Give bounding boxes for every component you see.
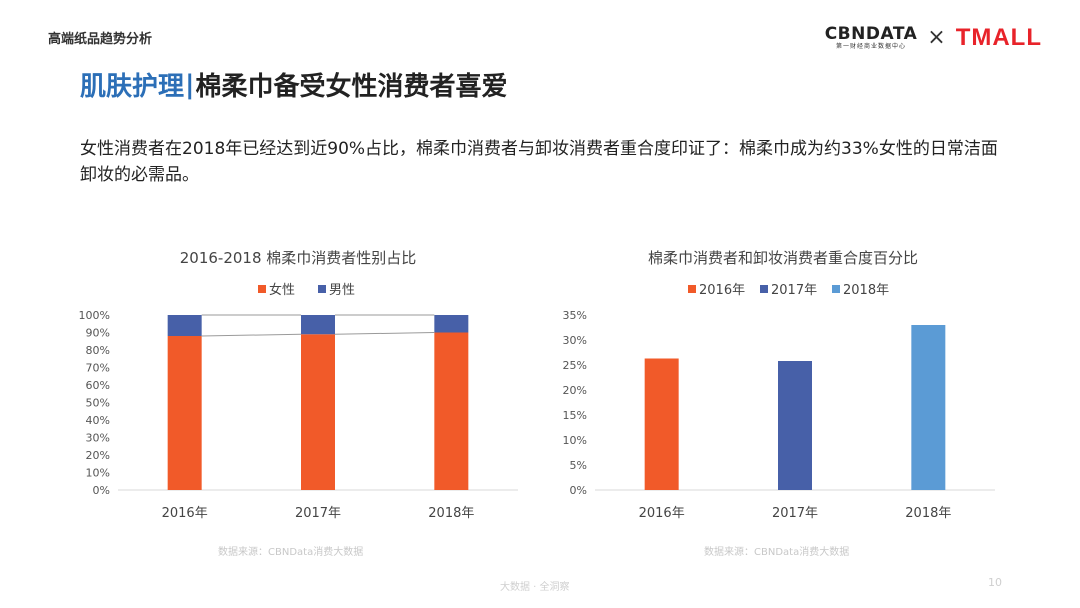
chart1-y-tick: 60% (86, 379, 110, 392)
chart2-y-tick: 20% (563, 384, 587, 397)
chart1-bar-male (301, 315, 335, 335)
section-label: 高端纸品趋势分析 (48, 32, 153, 47)
chart1-y-tick: 70% (86, 362, 110, 375)
chart1-bar-female (167, 336, 202, 490)
title-separator: | (185, 69, 195, 100)
title-prefix: 肌肤护理 (80, 72, 185, 102)
chart2-bar (644, 358, 679, 490)
logo-area: CBNDATA 第一财经商业数据中心 × TMALL (825, 18, 1042, 58)
overlap-percentage-chart: 棉柔巾消费者和卸妆消费者重合度百分比 2016年 2017年 2018年 0% 5% 10%… (563, 249, 995, 521)
chart2-y-tick: 30% (563, 334, 587, 347)
chart1-bar-male (434, 315, 469, 333)
cbndata-logo: CBNDATA 第一财经商业数据中心 (825, 25, 918, 51)
chart1-source: 数据来源：CBNData消费大数据 (218, 547, 364, 558)
chart2-y-tick: 0% (570, 484, 587, 497)
chart1-legend-swatch-1 (318, 285, 326, 293)
logo-separator: × (927, 25, 946, 50)
chart1-bar-male (167, 315, 202, 336)
page-number: 10 (988, 576, 1002, 589)
chart2-legend-swatch-0 (688, 285, 696, 293)
chart1-y-tick: 80% (86, 344, 110, 357)
chart1-x-tick: 2016年 (162, 506, 208, 521)
chart1-y-tick: 10% (86, 467, 110, 480)
chart1-bar-female (301, 334, 335, 490)
chart1-series-line-female (201, 333, 302, 337)
description-text: 女性消费者在2018年已经达到近90%占比，棉柔巾消费者与卸妆消费者重合度印证了… (80, 139, 998, 185)
cbndata-wordmark: CBNDATA (824, 24, 918, 44)
chart1-bar-female (434, 332, 469, 490)
chart2-y-tick: 5% (570, 459, 587, 472)
chart1-y-tick: 0% (93, 484, 110, 497)
chart2-x-tick: 2016年 (639, 506, 685, 521)
chart2-y-tick: 25% (563, 359, 587, 372)
chart2-bar (911, 325, 946, 490)
chart2-y-tick: 10% (563, 434, 587, 447)
chart2-x-tick: 2017年 (772, 506, 818, 521)
chart1-y-tick: 90% (86, 327, 110, 340)
chart2-source: 数据来源：CBNData消费大数据 (704, 547, 850, 558)
chart2-legend-label-1: 2017年 (771, 283, 817, 298)
title-main: 棉柔巾备受女性消费者喜爱 (195, 72, 508, 102)
chart1-series-line-female (334, 332, 435, 335)
chart1-legend-swatch-0 (258, 285, 266, 293)
chart1-x-tick: 2017年 (295, 506, 341, 521)
footer-slogan: 大数据 · 全洞察 (500, 582, 570, 593)
cbndata-subtitle: 第一财经商业数据中心 (835, 43, 906, 50)
chart1-x-tick: 2018年 (428, 506, 474, 521)
chart1-legend-label-0: 女性 (269, 282, 295, 298)
chart1-y-tick: 20% (86, 449, 110, 462)
chart2-title: 棉柔巾消费者和卸妆消费者重合度百分比 (648, 249, 918, 267)
chart2-y-tick: 35% (563, 309, 587, 322)
chart1-y-tick: 50% (86, 397, 110, 410)
chart1-title: 2016-2018 棉柔巾消费者性别占比 (180, 249, 417, 267)
chart2-bar (778, 361, 812, 490)
chart2-legend-label-0: 2016年 (699, 283, 745, 298)
chart1-y-tick: 30% (86, 432, 110, 445)
page-title: 肌肤护理 | 棉柔巾备受女性消费者喜爱 (80, 66, 508, 103)
chart2-legend-swatch-1 (760, 285, 768, 293)
chart2-x-tick: 2018年 (905, 506, 951, 521)
chart2-legend-label-2: 2018年 (843, 283, 889, 298)
chart2-legend-swatch-2 (832, 285, 840, 293)
tmall-logo: TMALL (955, 24, 1042, 51)
chart1-legend-label-1: 男性 (329, 283, 355, 298)
chart1-y-tick: 40% (86, 414, 110, 427)
chart2-y-tick: 15% (563, 409, 587, 422)
chart1-y-tick: 100% (79, 309, 110, 322)
